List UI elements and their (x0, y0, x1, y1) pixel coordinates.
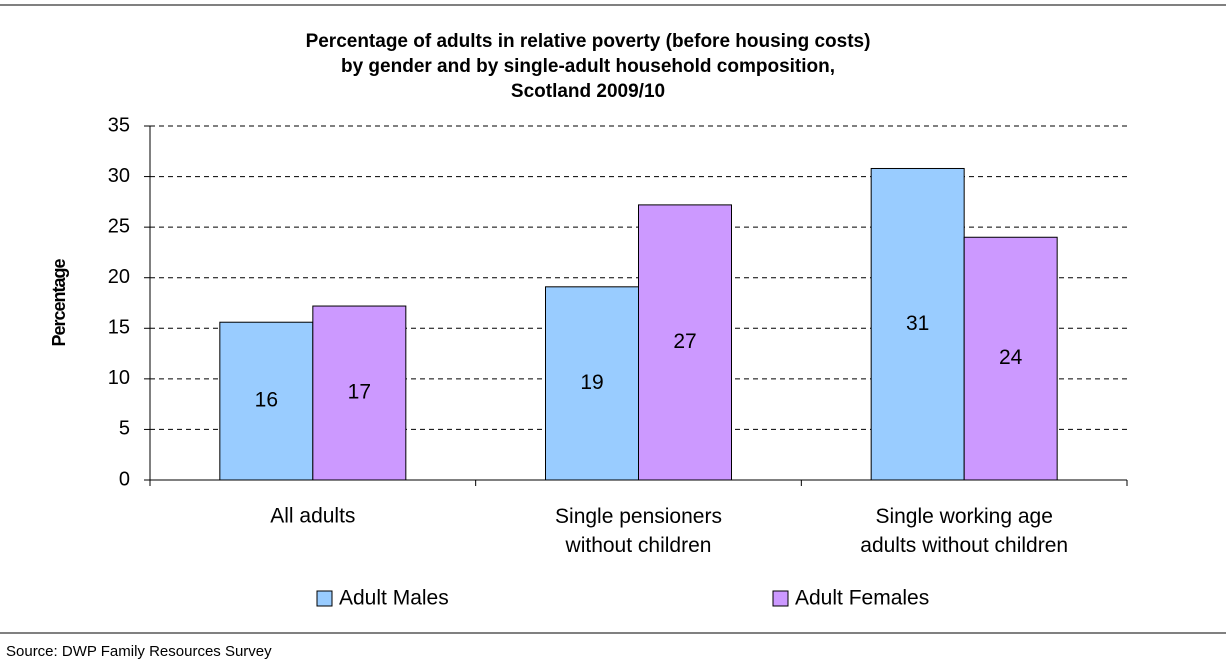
y-tick-label: 30 (108, 165, 130, 187)
legend-swatch (772, 590, 789, 607)
value-label: 16 (255, 389, 278, 412)
value-label: 31 (906, 312, 929, 335)
y-tick-label: 25 (108, 215, 130, 237)
x-tick-label: All adults (270, 505, 355, 528)
value-label: 24 (999, 346, 1023, 369)
y-axis-label: Percentage (49, 258, 69, 346)
y-tick-label: 5 (119, 418, 130, 440)
value-label: 19 (580, 371, 603, 394)
bar (638, 204, 732, 481)
value-label: 27 (673, 330, 696, 353)
x-tick-label: Single working age adults without childre… (860, 505, 1068, 557)
x-tick-label: Single pensioners without children (555, 505, 722, 557)
legend-label: Adult Males (339, 587, 449, 610)
value-label: 17 (348, 381, 371, 404)
bar (963, 236, 1058, 481)
y-tick-label: 0 (119, 468, 130, 490)
legend-label: Adult Females (795, 587, 929, 610)
y-tick-label: 15 (108, 317, 130, 339)
y-tick-label: 35 (108, 114, 130, 136)
bar (545, 286, 639, 481)
y-tick-label: 10 (108, 367, 130, 389)
y-tick-label: 20 (108, 266, 130, 288)
bar (312, 305, 407, 481)
source: Source: DWP Family Resources Survey (6, 643, 272, 660)
legend-swatch (316, 590, 333, 607)
chart-title: Percentage of adults in relative poverty… (306, 31, 871, 102)
bar (219, 321, 314, 481)
